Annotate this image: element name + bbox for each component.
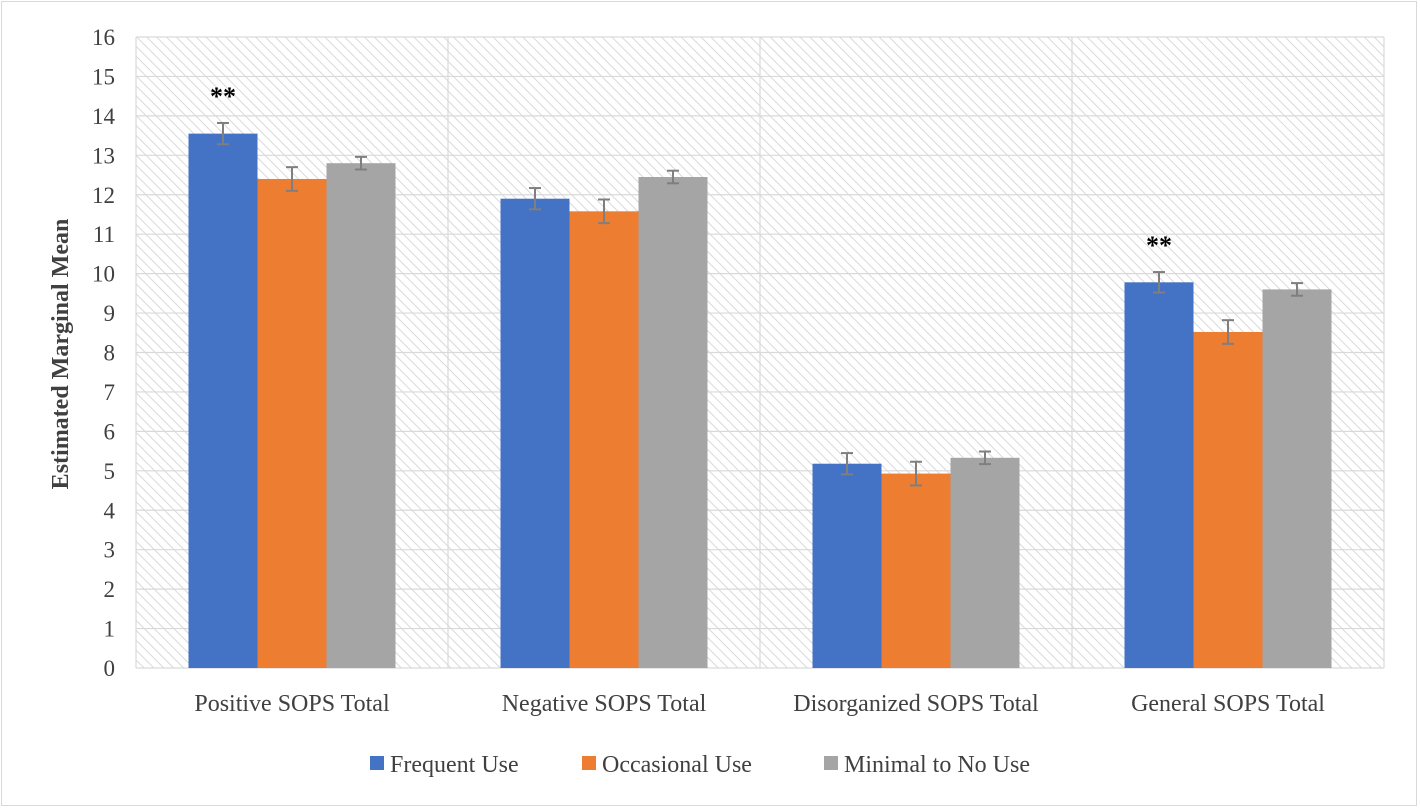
legend: Frequent Use Occasional Use Minimal to No …: [370, 752, 1030, 778]
y-tick-label: 0: [104, 656, 116, 681]
bar-frequent-use: [188, 133, 258, 668]
error-bar: [217, 121, 229, 146]
bar-minimal-to-no-use: [950, 457, 1020, 668]
category-label: General SOPS Total: [1131, 691, 1325, 717]
category-label: Disorganized SOPS Total: [793, 691, 1039, 717]
bar-frequent-use: [500, 198, 570, 668]
error-bars: [217, 121, 1303, 487]
annotations: ** **: [210, 82, 1172, 260]
y-tick-label: 12: [92, 183, 115, 208]
error-bar: [286, 166, 298, 192]
error-bar: [841, 452, 853, 476]
bar-minimal-to-no-use: [1262, 289, 1332, 668]
y-tick-label: 8: [104, 341, 116, 366]
error-bar: [355, 155, 367, 171]
y-axis-label: Estimated Marginal Mean: [48, 219, 74, 490]
legend-label: Occasional Use: [602, 752, 752, 778]
y-tick-label: 9: [104, 301, 116, 326]
significance-marker: **: [1146, 231, 1172, 260]
legend-label: Minimal to No Use: [844, 752, 1030, 778]
category-label: Negative SOPS Total: [502, 691, 707, 717]
y-tick-label: 10: [92, 262, 115, 287]
y-tick-label: 6: [104, 419, 116, 444]
y-tick-label: 15: [92, 64, 115, 89]
legend-item: Frequent Use: [370, 752, 519, 778]
bar-occasional-use: [569, 211, 639, 668]
y-tick-label: 14: [92, 104, 116, 129]
x-axis-categories: Positive SOPS Total Negative SOPS Total Di…: [194, 691, 1325, 717]
legend-swatch: [582, 756, 596, 770]
bars: [188, 133, 1332, 669]
y-tick-label: 4: [104, 498, 116, 523]
bar-minimal-to-no-use: [326, 163, 396, 668]
error-bar: [1153, 271, 1165, 294]
y-tick-label: 13: [92, 143, 115, 168]
legend-swatch: [824, 756, 838, 770]
legend-label: Frequent Use: [390, 752, 519, 778]
error-bar: [910, 460, 922, 487]
bar-minimal-to-no-use: [638, 177, 708, 669]
y-tick-label: 5: [104, 459, 116, 484]
error-bar: [979, 450, 991, 466]
y-tick-label: 11: [93, 222, 115, 247]
y-tick-label: 1: [104, 617, 116, 642]
legend-item: Minimal to No Use: [824, 752, 1030, 778]
error-bar: [598, 198, 610, 225]
error-bar: [1291, 282, 1303, 297]
legend-swatch: [370, 756, 384, 770]
bar-occasional-use: [881, 473, 951, 668]
bar-frequent-use: [1124, 282, 1194, 668]
bar-occasional-use: [257, 178, 327, 668]
error-bar: [1222, 319, 1234, 345]
y-tick-label: 3: [104, 538, 116, 563]
bar-occasional-use: [1193, 331, 1263, 668]
error-bar: [667, 169, 679, 185]
legend-item: Occasional Use: [582, 752, 752, 778]
significance-marker: **: [210, 82, 236, 111]
error-bar: [529, 187, 541, 211]
bar-frequent-use: [812, 463, 882, 668]
y-tick-label: 16: [92, 25, 115, 50]
y-tick-label: 2: [104, 577, 116, 602]
category-label: Positive SOPS Total: [194, 691, 390, 717]
y-tick-label: 7: [104, 380, 116, 405]
